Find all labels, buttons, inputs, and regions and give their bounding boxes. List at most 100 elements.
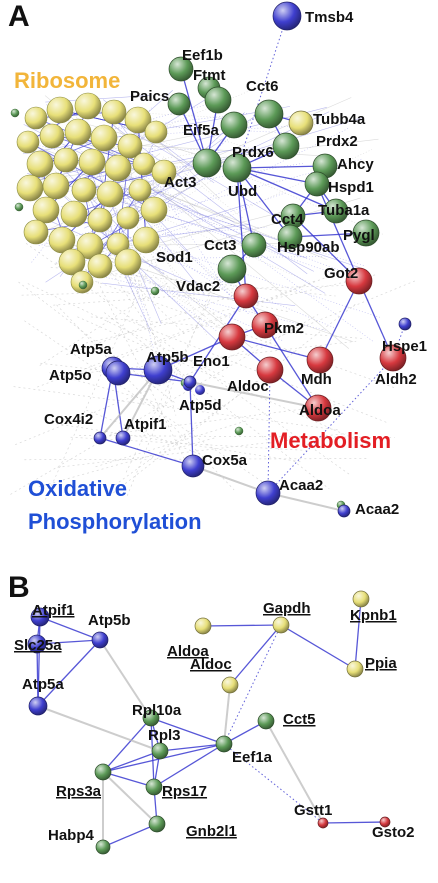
edge-eef1b-act3 [180, 68, 208, 164]
panel-a-node-atp5b [143, 355, 173, 385]
background-edge [38, 158, 364, 247]
panel-b-label-b_ppia: Ppia [365, 655, 397, 672]
cluster-label-ribosome: Ribosome [14, 68, 120, 93]
panel-a-node-cox4i2 [93, 431, 107, 445]
minor-protein-node [10, 108, 20, 118]
background-edge [123, 318, 389, 424]
panel-b-label-b_atp5b: Atp5b [88, 612, 131, 629]
background-edge [49, 372, 172, 408]
ribosome-protein-node [87, 207, 113, 233]
panel-a-label-pygl: Pygl [343, 227, 375, 244]
background-edge [163, 156, 245, 220]
ribosome-protein-node [46, 96, 74, 124]
panel-a-label-aldoa: Aldoa [299, 402, 341, 419]
background-edge [109, 304, 356, 497]
panel-b-label-b_eef1a: Eef1a [232, 749, 273, 766]
panel-a-node-prdx6 [272, 132, 300, 160]
edge-aldh2-got2 [358, 280, 394, 359]
background-edge [86, 409, 203, 456]
edge-b_atp5b-b_rpl10a [99, 639, 152, 719]
panel-b-node-b_gnb2l1 [148, 815, 166, 833]
ribosome-edge [51, 135, 131, 147]
ribosome-protein-node [58, 248, 86, 276]
panel-a-label-cox4i2: Cox4i2 [44, 411, 93, 428]
panel-a-label-atpif1: Atpif1 [124, 416, 167, 433]
ribosome-protein-node [74, 92, 102, 120]
background-edge [90, 316, 366, 340]
edge-b_gapdh-b_ppia [280, 624, 356, 670]
panel-a-node-eif5a [220, 111, 248, 139]
background-edge [100, 147, 220, 151]
ribosome-protein-node [16, 130, 40, 154]
panel-b-label-b_rps17: Rps17 [162, 783, 207, 800]
panel-b-label-b_gapdh: Gapdh [263, 600, 311, 617]
panel-b-label-b_aldoa: Aldoa [167, 643, 209, 660]
background-edge [94, 228, 335, 329]
ribosome-protein-node [132, 226, 160, 254]
panel-b-node-b_gapdh [272, 616, 290, 634]
panel-b-node-b_ppia [346, 660, 364, 678]
panel-b-label-b_gstt1: Gstt1 [294, 802, 332, 819]
edge-b_atpif1-b_atp5b [39, 616, 101, 641]
background-edge [159, 256, 325, 259]
background-edge [51, 422, 301, 463]
background-edge [113, 111, 235, 119]
panel-a-node-act3 [192, 148, 222, 178]
background-edge [95, 179, 360, 278]
edge-b_rps3a-b_rps17 [102, 771, 155, 788]
edge-atp5b-cox4i2 [99, 369, 159, 439]
ribosome-protein-node [78, 148, 106, 176]
panel-a-node-hspe1 [398, 317, 412, 331]
ribosome-cluster [16, 92, 177, 294]
panel-a-label-hspe1: Hspe1 [382, 338, 427, 355]
panel-b-label-b_rpl10a: Rpl10a [132, 702, 182, 719]
edge-b_gapdh-b_aldoa [202, 624, 282, 627]
cluster-label-metabolism: Metabolism [270, 428, 391, 453]
ribosome-edge [83, 171, 165, 191]
panel-letter-a: A [8, 0, 30, 33]
ribosome-protein-node [132, 152, 156, 176]
panel-a-node-got2 [345, 267, 373, 295]
panel-a-node-paics [167, 92, 191, 116]
panel-a-label-cct6: Cct6 [246, 78, 279, 95]
panel-a-label-sod1: Sod1 [156, 249, 193, 266]
ribosome-protein-node [48, 226, 76, 254]
background-edge [118, 259, 190, 307]
edge-tmsb4-ubd [236, 15, 288, 169]
edge-cox5a-acaa2a [192, 465, 269, 494]
edge-b_gapdh-b_aldoc [229, 624, 282, 686]
ribosome-edge [73, 137, 105, 215]
panel-b-node-b_aldoc [221, 676, 239, 694]
panel-a-node-hsp90ab [277, 224, 303, 250]
edge-acaa2a-acaa2b [267, 492, 345, 512]
panel-b-node-b_eef1a [215, 735, 233, 753]
ribosome-protein-node [96, 180, 124, 208]
edge-b_gstt1-b_gsto2 [322, 821, 386, 824]
ribosome-protein-node [104, 154, 132, 182]
background-edge [18, 281, 176, 404]
panel-b-node-b_rpl3 [151, 742, 169, 760]
cluster-label-oxphos-line1: Oxidative [28, 476, 127, 501]
ribosome-edge [55, 105, 89, 187]
edge-atp5d-vdac2 [189, 295, 247, 383]
background-edge [153, 153, 195, 161]
edge-ahcy-ubd [236, 165, 326, 169]
background-edge [97, 281, 187, 463]
panel-b-label-b_rps3a: Rps3a [56, 783, 102, 800]
panel-b-label-b_kpnb1: Kpnb1 [350, 607, 397, 624]
panel-b-node-b_atp5b [91, 631, 109, 649]
node-layer [10, 1, 412, 855]
edge-b_rpl10a-b_rps3a [102, 717, 152, 773]
ribosome-edge [83, 171, 165, 191]
panel-b-node-b_gsto2 [379, 816, 391, 828]
ribosome-protein-node [140, 196, 168, 224]
edge-tuba1a-ubd [236, 167, 337, 212]
panel-b-label-b_cct5: Cct5 [283, 711, 316, 728]
background-edge [57, 433, 346, 468]
background-edge [114, 165, 208, 337]
panel-a-label-atp5o: Atp5o [49, 367, 92, 384]
panel-a-node-cct6 [204, 86, 232, 114]
panel-a-node-tubb4a [288, 110, 314, 136]
label-layer: Tmsb4 Eef1b Ftmt Paics Cct6 Tubb4a Eif5a Prdx2 P… [14, 9, 427, 844]
edge-got2-cct4 [292, 215, 360, 282]
